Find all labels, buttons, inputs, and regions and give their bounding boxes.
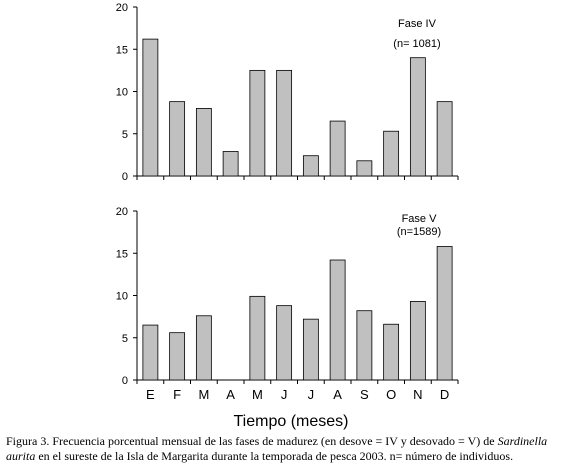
bar-o-10: [383, 323, 400, 381]
x-category-label: S: [360, 387, 369, 402]
chart-panel-fase-v: 0 5 10 15 20 E F M A M J J A S O N D Fase V(n=1589): [116, 206, 459, 402]
bar-j-7: [302, 318, 319, 381]
bar-s-9: [356, 160, 373, 177]
panel-title: Fase V: [402, 213, 438, 225]
bar-m-5: [249, 295, 266, 381]
x-category-label: M: [252, 387, 263, 402]
y-tick-label: 15: [116, 44, 128, 56]
y-tick-label: 0: [122, 375, 128, 387]
x-category-label: J: [281, 387, 288, 402]
x-category-label: M: [198, 387, 209, 402]
panel-sample-size: (n= 1081): [393, 38, 440, 50]
y-tick-label: 20: [116, 206, 128, 218]
bar-d-12: [436, 101, 453, 177]
x-category-label: N: [413, 387, 422, 402]
bar-m-3: [195, 108, 212, 177]
y-tick-label: 0: [122, 171, 128, 183]
figure-caption: Figura 3. Frecuencia porcentual mensual …: [6, 434, 572, 464]
bar-f-2: [169, 332, 186, 381]
y-tick-label: 5: [122, 129, 128, 141]
chart-panel-fase-iv: 0 5 10 15 20 Fase IV (n= 1081): [116, 2, 459, 183]
x-category-label: A: [226, 387, 235, 402]
bar-d-12: [436, 246, 453, 381]
bar-s-9: [356, 310, 373, 381]
y-tick-label: 10: [116, 291, 128, 303]
x-axis-label: Tiempo (meses): [234, 413, 349, 430]
y-tick-label: 15: [116, 248, 128, 260]
y-tick-label: 20: [116, 2, 128, 14]
y-tick-label: 10: [116, 87, 128, 99]
bar-j-6: [276, 69, 293, 177]
bar-o-10: [383, 130, 400, 177]
bar-j-6: [276, 305, 293, 381]
caption-text-2: en el sureste de la Isla de Margarita du…: [35, 449, 514, 463]
bar-f-2: [169, 101, 186, 177]
bar-m-5: [249, 69, 266, 177]
y-tick-label: 5: [122, 333, 128, 345]
bar-e-1: [142, 324, 159, 381]
x-category-label: A: [333, 387, 342, 402]
bar-m-3: [195, 315, 212, 381]
bar-a-8: [329, 120, 346, 177]
x-category-label: E: [146, 387, 155, 402]
bar-e-1: [142, 38, 159, 177]
bar-n-11: [409, 301, 426, 381]
x-category-label: D: [440, 387, 449, 402]
bar-j-7: [302, 155, 319, 177]
x-category-label: O: [386, 387, 396, 402]
caption-species-name: Sardinella aurita: [6, 434, 548, 463]
bar-n-11: [409, 57, 426, 177]
bar-a-8: [329, 259, 346, 381]
x-category-label: J: [308, 387, 315, 402]
bar-a-4: [222, 151, 239, 177]
panel-sample-size: (n=1589): [397, 226, 441, 238]
panel-title: Fase IV: [398, 18, 437, 30]
caption-text-1: Figura 3. Frecuencia porcentual mensual …: [6, 434, 498, 448]
x-category-label: F: [173, 387, 181, 402]
